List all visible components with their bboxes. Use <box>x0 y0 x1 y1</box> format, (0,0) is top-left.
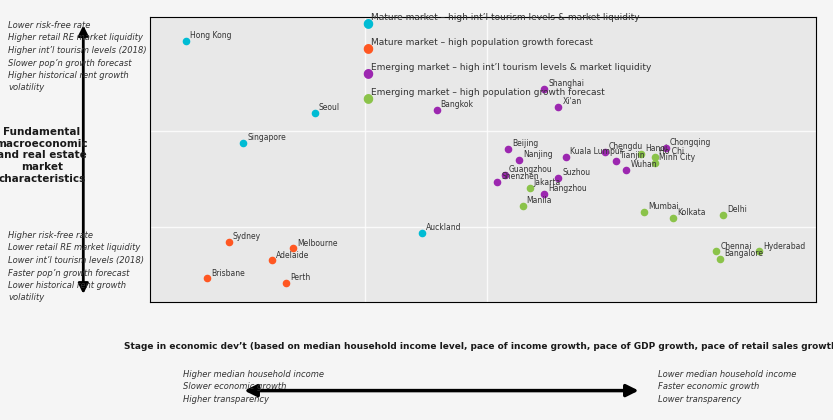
Text: Hanoi: Hanoi <box>645 144 667 153</box>
Text: Ho Chi: Ho Chi <box>659 147 685 156</box>
Point <box>279 279 292 286</box>
Text: Seoul: Seoul <box>319 103 340 112</box>
Point <box>537 86 551 92</box>
Text: Higher median household income
Slower economic growth
Higher transparency: Higher median household income Slower ec… <box>183 370 324 404</box>
Text: Kuala Lumpur: Kuala Lumpur <box>570 147 623 156</box>
Text: Tianjin: Tianjin <box>620 151 646 160</box>
Text: Beijing: Beijing <box>512 139 539 148</box>
Point <box>501 146 515 152</box>
Point <box>308 110 322 116</box>
Text: Mature market – high int’l tourism levels & market liquidity: Mature market – high int’l tourism level… <box>371 13 639 21</box>
Text: ●: ● <box>362 92 373 105</box>
Text: Lower risk-free rate
Higher retail RE market liquidity
Higher int’l tourism leve: Lower risk-free rate Higher retail RE ma… <box>8 21 147 92</box>
Text: Singapore: Singapore <box>247 133 286 142</box>
Text: Stage in economic dev’t (based on median household income level, pace of income : Stage in economic dev’t (based on median… <box>124 342 833 351</box>
Point <box>416 230 429 236</box>
Text: Mumbai: Mumbai <box>649 202 679 211</box>
Text: ●: ● <box>362 66 373 79</box>
Point <box>659 144 672 151</box>
Text: Chongqing: Chongqing <box>670 138 711 147</box>
Text: Perth: Perth <box>290 273 311 282</box>
Point <box>710 248 723 255</box>
Point <box>516 203 529 210</box>
Text: Wuhan: Wuhan <box>631 160 657 169</box>
Text: Emerging market – high int’l tourism levels & market liquidity: Emerging market – high int’l tourism lev… <box>371 63 651 72</box>
Text: Bangkok: Bangkok <box>441 100 474 109</box>
Text: Chengdu: Chengdu <box>609 142 643 151</box>
Point <box>609 158 622 165</box>
Point <box>551 104 565 110</box>
Point <box>512 156 526 163</box>
Text: Suzhou: Suzhou <box>562 168 591 177</box>
Text: Brisbane: Brisbane <box>212 268 245 278</box>
Point <box>551 174 565 181</box>
Text: Chennai: Chennai <box>721 241 751 250</box>
Text: Jakarta: Jakarta <box>534 178 561 187</box>
Point <box>201 275 214 282</box>
Text: Delhi: Delhi <box>727 205 747 215</box>
Text: Xi'an: Xi'an <box>562 97 581 106</box>
Text: ●: ● <box>362 16 373 29</box>
Point <box>713 255 726 262</box>
Text: Hong Kong: Hong Kong <box>190 31 232 40</box>
Point <box>222 239 236 246</box>
Point <box>638 209 651 215</box>
Point <box>179 37 192 44</box>
Point <box>237 140 250 147</box>
Text: Mature market – high population growth forecast: Mature market – high population growth f… <box>371 38 593 47</box>
Text: Hyderabad: Hyderabad <box>763 241 806 250</box>
Point <box>752 248 766 255</box>
Point <box>537 191 551 197</box>
Point <box>491 179 504 186</box>
Point <box>523 185 536 192</box>
Point <box>598 149 611 155</box>
Text: Minh City: Minh City <box>659 153 696 162</box>
Text: Higher risk-free rate
Lower retail RE market liquidity
Lower int’l tourism level: Higher risk-free rate Lower retail RE ma… <box>8 231 144 302</box>
Point <box>559 153 572 160</box>
Text: Nanjing: Nanjing <box>523 150 553 159</box>
Text: Melbourne: Melbourne <box>297 239 338 247</box>
Text: Guangzhou: Guangzhou <box>509 165 552 174</box>
Text: ●: ● <box>362 41 373 54</box>
Text: Manila: Manila <box>526 197 552 205</box>
Text: Fundamental
macroeconomic
and real estate
market
characteristics: Fundamental macroeconomic and real estat… <box>0 127 88 184</box>
Point <box>430 107 443 113</box>
Point <box>620 167 633 173</box>
Point <box>666 215 680 222</box>
Text: Shanghai: Shanghai <box>548 79 584 88</box>
Text: Kolkata: Kolkata <box>677 208 706 218</box>
Text: Hangzhou: Hangzhou <box>548 184 587 193</box>
Text: Shenzhen: Shenzhen <box>501 172 539 181</box>
Point <box>716 212 730 218</box>
Point <box>634 150 647 157</box>
Point <box>648 159 661 166</box>
Text: Emerging market – high population growth forecast: Emerging market – high population growth… <box>371 88 605 97</box>
Point <box>265 257 278 264</box>
Point <box>648 153 661 160</box>
Point <box>498 171 511 178</box>
Text: Adelaide: Adelaide <box>276 251 309 260</box>
Point <box>287 245 300 252</box>
Text: Auckland: Auckland <box>426 223 462 233</box>
Text: Lower median household income
Faster economic growth
Lower transparency: Lower median household income Faster eco… <box>658 370 796 404</box>
Text: Bangalore: Bangalore <box>724 249 763 258</box>
Text: Sydney: Sydney <box>233 233 261 241</box>
